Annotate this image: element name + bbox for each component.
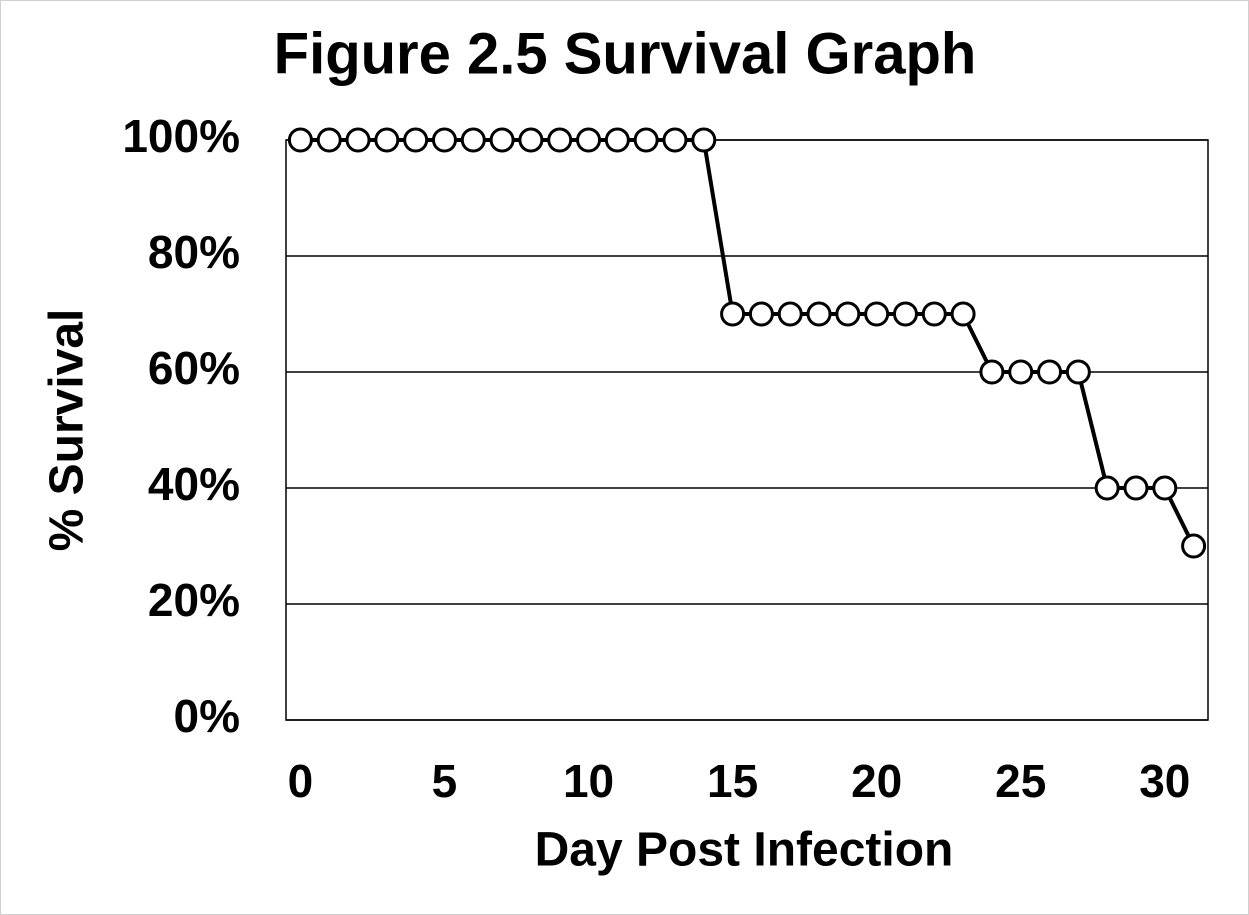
x-tick-label: 15 [707,755,758,807]
data-point [1094,475,1120,501]
data-point [835,301,861,327]
chart-title: Figure 2.5 Survival Graph [274,21,977,86]
data-point [892,301,918,327]
y-tick-label: 20% [148,574,240,626]
data-point [921,301,947,327]
data-point [1123,475,1149,501]
data-point [287,127,313,153]
data-point [345,127,371,153]
data-point [374,127,400,153]
data-point [1152,475,1178,501]
data-point [1181,533,1207,559]
y-tick-label: 80% [148,226,240,278]
data-point [518,127,544,153]
data-point [1037,359,1063,385]
x-tick-label: 30 [1139,755,1190,807]
y-axis-label: % Survival [41,309,94,552]
data-point [1065,359,1091,385]
x-tick-label: 0 [288,755,314,807]
data-point [604,127,630,153]
data-point [1008,359,1034,385]
x-tick-label: 20 [851,755,902,807]
x-tick-label: 25 [995,755,1046,807]
data-point [460,127,486,153]
data-point [316,127,342,153]
y-tick-label: 0% [174,690,240,742]
y-tick-label: 60% [148,342,240,394]
data-point [720,301,746,327]
y-tick-label: 40% [148,458,240,510]
data-point [576,127,602,153]
data-point [431,127,457,153]
data-point [547,127,573,153]
x-tick-label: 10 [563,755,614,807]
x-tick-label: 5 [432,755,458,807]
data-point [662,127,688,153]
data-point [691,127,717,153]
data-point [748,301,774,327]
data-point [777,301,803,327]
data-point [806,301,832,327]
x-axis-label: Day Post Infection [535,824,954,877]
data-point [950,301,976,327]
y-tick-label: 100% [122,110,240,162]
data-point [489,127,515,153]
data-point [633,127,659,153]
data-point [864,301,890,327]
data-point [979,359,1005,385]
data-point [403,127,429,153]
